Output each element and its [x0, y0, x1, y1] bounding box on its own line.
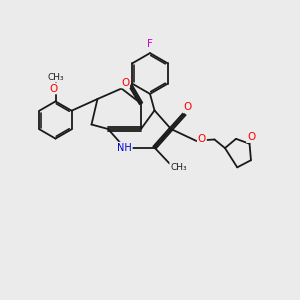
- Text: NH: NH: [117, 142, 132, 153]
- Text: O: O: [198, 134, 206, 145]
- Text: O: O: [121, 77, 129, 88]
- Text: F: F: [147, 39, 153, 49]
- Text: O: O: [247, 132, 255, 142]
- Text: CH₃: CH₃: [170, 163, 187, 172]
- Text: O: O: [183, 102, 192, 112]
- Text: CH₃: CH₃: [47, 73, 64, 82]
- Text: O: O: [49, 83, 57, 94]
